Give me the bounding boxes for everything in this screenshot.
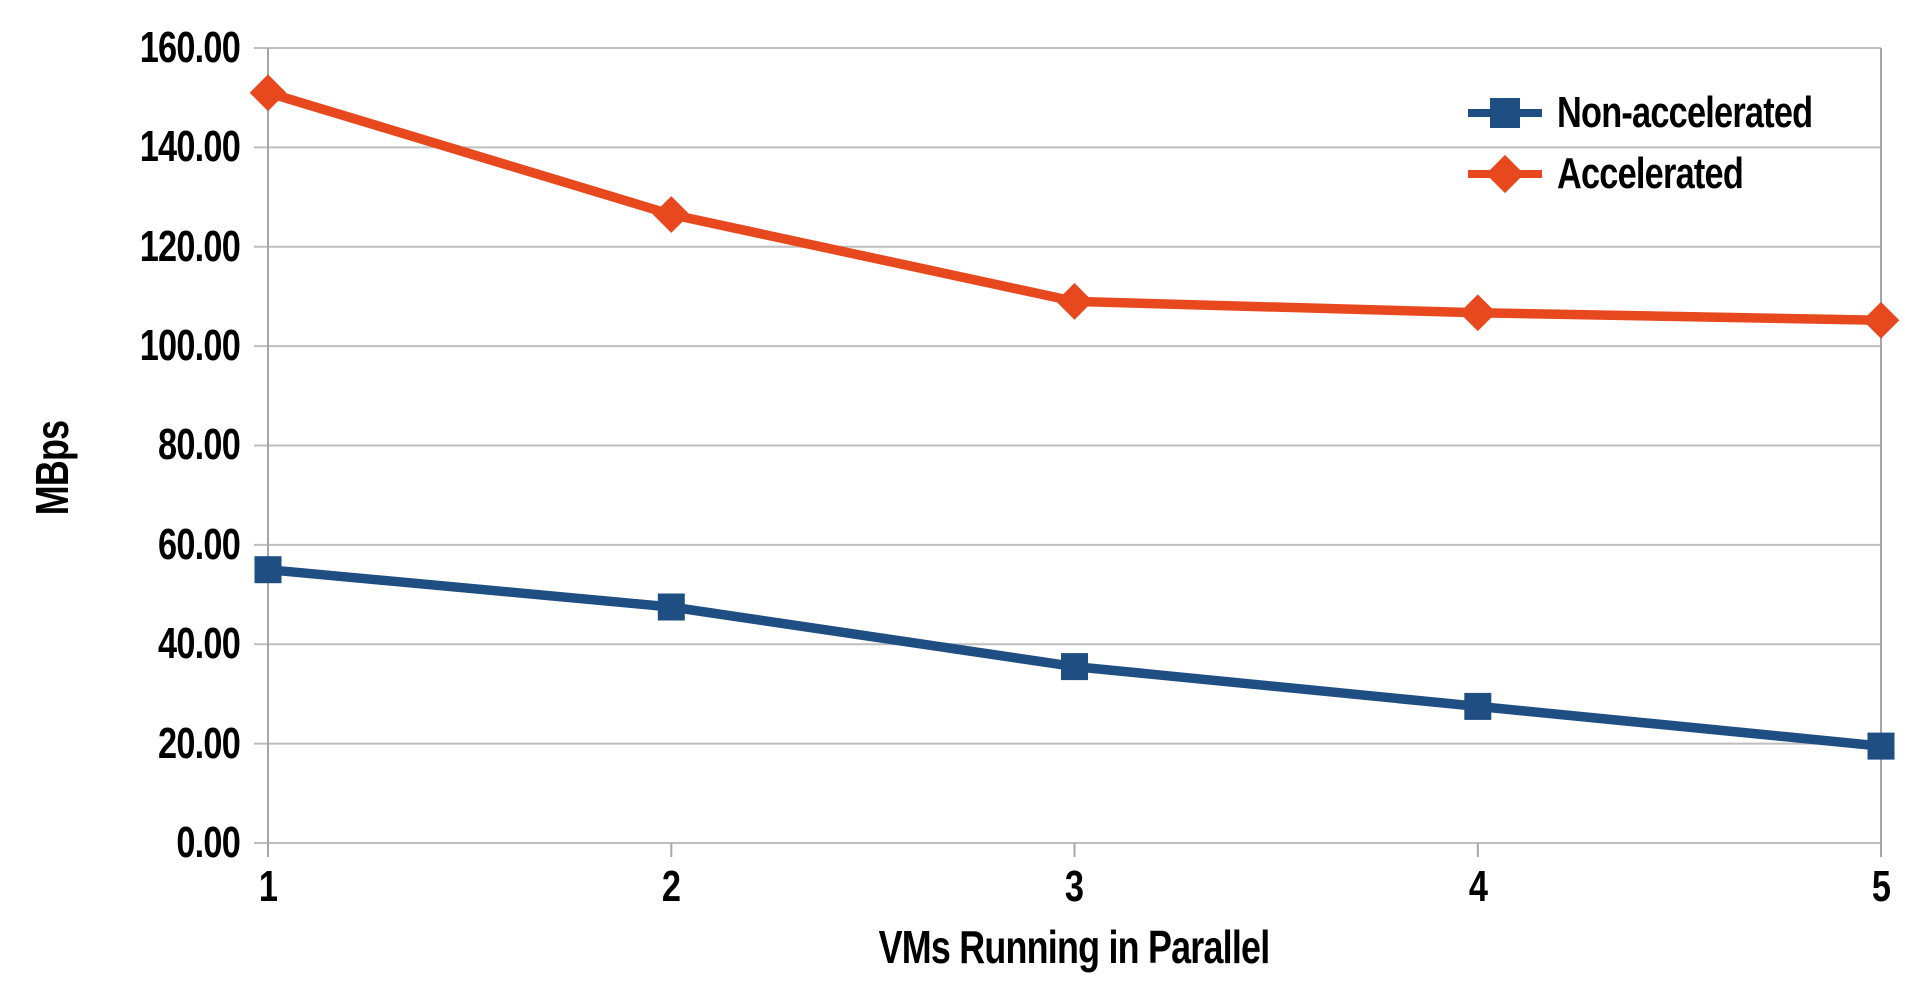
legend-item-non-accelerated: Non-accelerated [1468, 82, 1884, 143]
y-tick-label: 80.00 [158, 420, 241, 469]
y-tick-label: 40.00 [158, 619, 241, 668]
y-tick-label: 160.00 [139, 23, 241, 72]
y-tick-label: 100.00 [139, 321, 241, 370]
x-tick-label: 2 [661, 862, 681, 911]
x-axis-title: VMs Running in Parallel [878, 921, 1271, 973]
y-tick-label: 140.00 [139, 122, 241, 171]
legend-label: Non-accelerated [1557, 87, 1813, 137]
legend: Non-accelerated Accelerated [1468, 82, 1884, 204]
legend-item-accelerated: Accelerated [1468, 143, 1884, 204]
x-tick-label: 1 [258, 862, 278, 911]
diamond-marker-icon [1468, 154, 1542, 193]
y-axis-title: MBps [26, 420, 78, 516]
x-tick-label: 5 [1871, 862, 1891, 911]
y-tick-label: 60.00 [158, 520, 241, 569]
x-tick-label: 3 [1064, 862, 1084, 911]
y-tick-label: 0.00 [176, 818, 240, 867]
x-tick-label: 4 [1468, 862, 1488, 911]
square-marker-icon [1468, 97, 1542, 128]
y-tick-label: 120.00 [139, 222, 241, 271]
y-tick-label: 20.00 [158, 719, 241, 768]
legend-label: Accelerated [1557, 148, 1744, 198]
